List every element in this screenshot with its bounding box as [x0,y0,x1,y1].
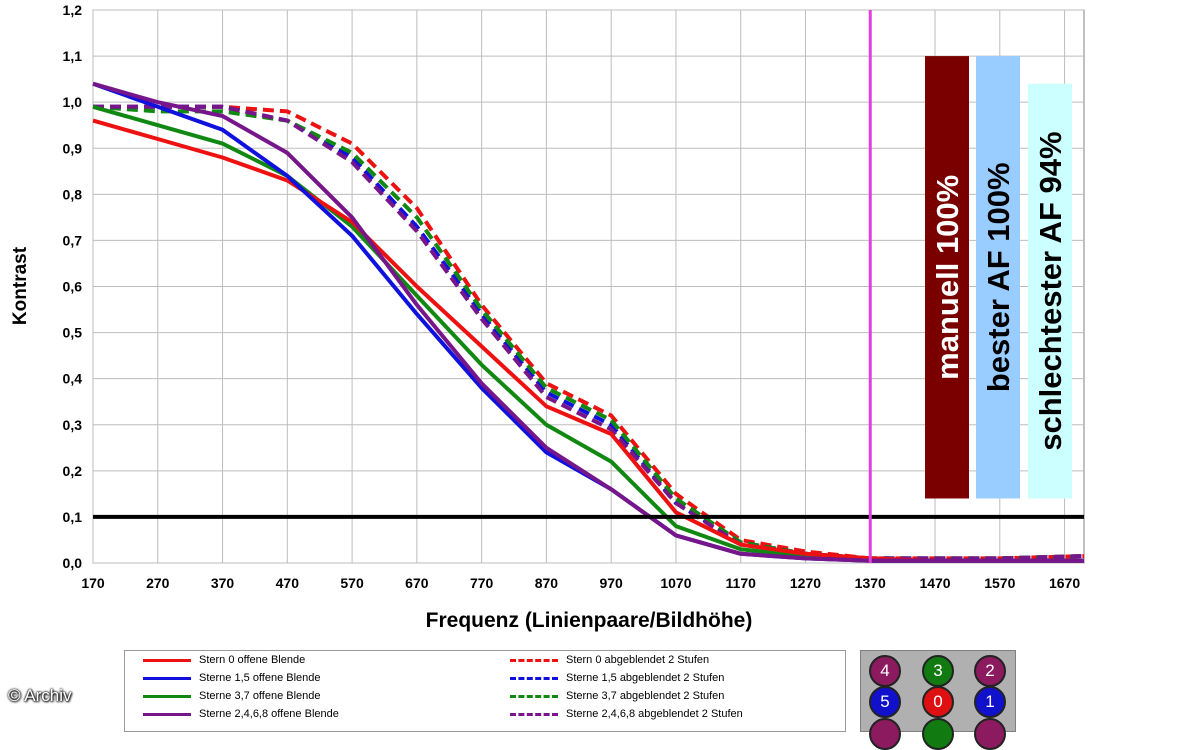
legend-item: Sterne 3,7 abgeblendet 2 Stufen [510,690,724,702]
star-marker-partial [974,718,1006,750]
legend-swatch [510,712,558,716]
star-marker: 0 [922,686,954,718]
legend-item: Sterne 3,7 offene Blende [143,690,321,702]
x-tick-label: 1070 [660,575,691,591]
legend-swatch [143,676,191,680]
y-tick-label: 0,8 [63,186,83,202]
y-axis-title: Kontrast [10,246,31,325]
legend-label: Sterne 2,4,6,8 abgeblendet 2 Stufen [566,708,743,720]
legend-swatch [143,658,191,662]
star-marker: 3 [922,655,954,687]
x-tick-label: 1470 [919,575,950,591]
mtf-chart: manuell 100% bester AF 100% schlechtester … [10,2,1085,632]
bar-group: manuell 100% bester AF 100% schlechtester … [925,56,1072,499]
bar-label: bester AF 100% [981,162,1016,392]
x-tick-label: 370 [211,575,235,591]
legend-label: Sterne 2,4,6,8 offene Blende [199,708,339,720]
y-tick-label: 0,4 [63,371,83,387]
legend-label: Sterne 1,5 abgeblendet 2 Stufen [566,672,725,684]
x-tick-label: 270 [146,575,170,591]
star-marker: 2 [974,655,1006,687]
legend-item: Sterne 2,4,6,8 abgeblendet 2 Stufen [510,708,743,720]
legend-swatch [510,658,558,662]
x-tick-label: 1570 [984,575,1015,591]
star-marker-partial [922,718,954,750]
legend-item: Stern 0 abgeblendet 2 Stufen [510,654,709,666]
image-credit: © Archiv [8,686,72,705]
y-tick-label: 0,7 [63,232,83,248]
bar-1 [976,56,1020,499]
x-axis-title: Frequenz (Linienpaare/Bildhöhe) [426,609,753,632]
y-tick-label: 1,2 [63,2,83,18]
legend-label: Sterne 3,7 abgeblendet 2 Stufen [566,690,725,702]
legend-item: Sterne 2,4,6,8 offene Blende [143,708,339,720]
star-marker: 4 [869,655,901,687]
y-tick-label: 0,1 [63,509,83,525]
x-tick-label: 770 [470,575,494,591]
x-tick-label: 1670 [1049,575,1080,591]
x-tick-label: 470 [276,575,300,591]
x-tick-label: 1270 [790,575,821,591]
legend: Stern 0 offene Blende Sterne 1,5 offene B… [124,650,846,732]
y-tick-label: 1,0 [63,94,83,110]
y-tick-label: 0,9 [63,140,83,156]
star-marker: 1 [974,686,1006,718]
y-tick-label: 0,2 [63,463,83,479]
legend-swatch [510,676,558,680]
y-tick-labels: 0,0 0,1 0,2 0,3 0,4 0,5 0,6 0,7 0,8 0,9 1,0 1,1 1,2 [63,2,83,571]
y-tick-label: 0,3 [63,417,83,433]
legend-label: Stern 0 offene Blende [199,654,306,666]
bar-label: schlechtester AF 94% [1033,131,1068,450]
x-tick-label: 870 [535,575,559,591]
legend-label: Sterne 3,7 offene Blende [199,690,321,702]
legend-item: Sterne 1,5 abgeblendet 2 Stufen [510,672,724,684]
series-line [92,81,1084,563]
legend-label: Stern 0 abgeblendet 2 Stufen [566,654,710,666]
legend-swatch [143,694,191,698]
series-lines [92,81,1085,563]
y-tick-label: 0,0 [63,555,83,571]
bar-label: manuell 100% [930,175,965,380]
bar-2 [1028,83,1072,499]
x-tick-label: 1170 [726,575,757,591]
star-marker-partial [869,718,901,750]
legend-item: Sterne 1,5 offene Blende [143,672,321,684]
x-tick-label: 670 [405,575,429,591]
legend-label: Sterne 1,5 offene Blende [199,672,321,684]
legend-swatch [510,694,558,698]
x-tick-label: 970 [599,575,623,591]
reference-lines [93,10,1084,563]
bar-0 [925,56,969,499]
y-tick-label: 0,6 [63,279,83,295]
x-tick-label: 170 [81,575,105,591]
star-marker: 5 [869,686,901,718]
x-tick-label: 570 [340,575,364,591]
y-tick-label: 0,5 [63,325,83,341]
legend-swatch [143,712,191,716]
x-tick-label: 1370 [855,575,886,591]
y-tick-label: 1,1 [63,48,83,64]
x-tick-labels: 170 270 370 470 570 670 770 870 970 1070 1170 1270 1… [81,575,1080,591]
legend-item: Stern 0 offene Blende [143,654,305,666]
